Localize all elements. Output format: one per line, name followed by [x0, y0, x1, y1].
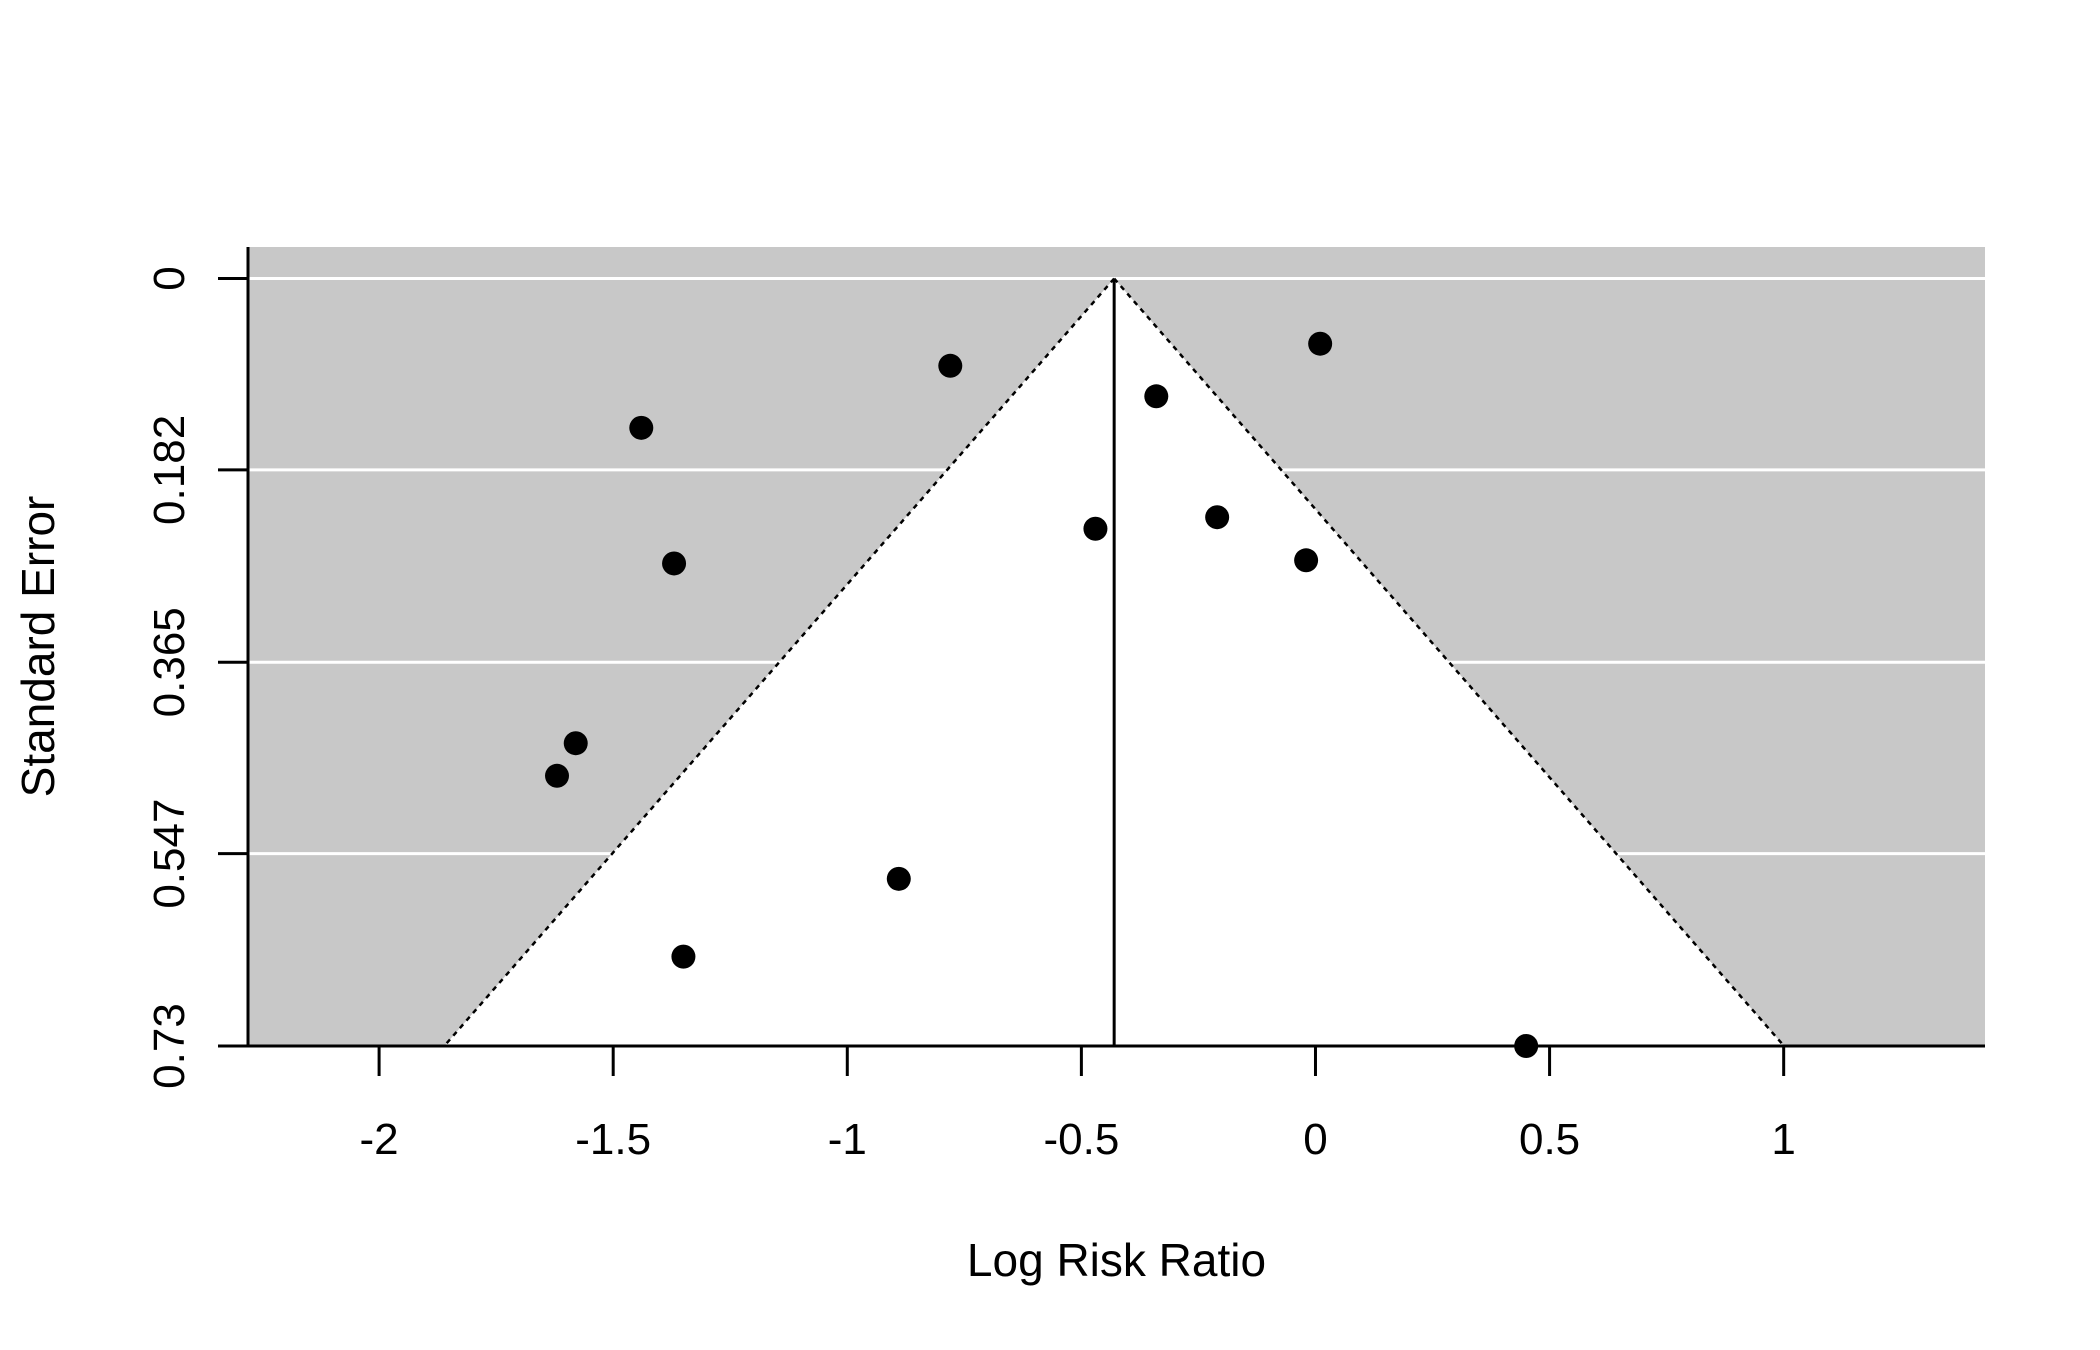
data-points — [545, 331, 1539, 1058]
x-tick-label-3: -0.5 — [1043, 1115, 1119, 1164]
x-tick-label-4: 0 — [1303, 1115, 1327, 1164]
x-tick-label-2: -1 — [828, 1115, 867, 1164]
x-tick-label-1: -1.5 — [575, 1115, 651, 1164]
y-axis-title: Standard Error — [12, 496, 64, 798]
data-point-4 — [1205, 505, 1230, 530]
x-axis-ticks: -2 -1.5 -1 -0.5 0 0.5 1 — [360, 1046, 1796, 1164]
y-tick-label-2: 0.365 — [145, 607, 194, 717]
x-tick-label-5: 0.5 — [1519, 1115, 1580, 1164]
data-point-3 — [629, 415, 654, 440]
data-point-11 — [671, 944, 696, 969]
data-point-6 — [662, 551, 687, 576]
data-point-5 — [1083, 516, 1108, 541]
y-axis-ticks: 0 0.182 0.365 0.547 0.73 — [145, 266, 248, 1089]
data-point-8 — [563, 731, 588, 756]
data-point-0 — [1308, 331, 1333, 356]
y-tick-label-1: 0.182 — [145, 415, 194, 525]
y-tick-label-0: 0 — [145, 266, 194, 290]
data-point-7 — [1294, 548, 1319, 573]
funnel-region — [443, 277, 1785, 1047]
y-tick-label-3: 0.547 — [145, 799, 194, 909]
x-axis-title: Log Risk Ratio — [967, 1234, 1266, 1286]
data-point-2 — [1144, 384, 1169, 409]
y-tick-label-4: 0.73 — [145, 1003, 194, 1089]
x-tick-label-0: -2 — [360, 1115, 399, 1164]
data-point-9 — [545, 763, 570, 788]
data-point-10 — [886, 866, 911, 891]
data-point-1 — [938, 353, 963, 378]
x-tick-label-6: 1 — [1771, 1115, 1795, 1164]
axes — [246, 247, 1985, 1048]
